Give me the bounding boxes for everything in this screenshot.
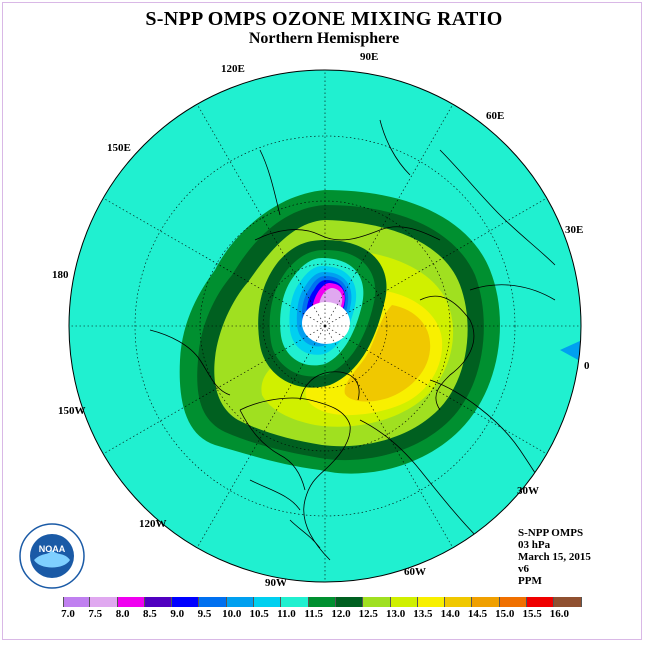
colorbar-tick-label: 16.0 — [549, 608, 570, 620]
lon-label-120w: 120W — [139, 518, 167, 530]
info-block: S-NPP OMPS 03 hPa March 15, 2015 v6 PPM — [518, 527, 591, 587]
lon-label-180: 180 — [52, 269, 69, 281]
info-level: 03 hPa — [518, 539, 551, 551]
info-version: v6 — [518, 563, 529, 575]
colorbar-tick-label: 12.5 — [358, 608, 378, 620]
colorbar-tick-label: 10.5 — [249, 608, 269, 620]
colorbar-tick-label: 7.5 — [88, 608, 103, 620]
lon-label-30e: 30E — [565, 224, 584, 236]
info-units: PPM — [518, 575, 542, 587]
info-product: S-NPP OMPS — [518, 527, 584, 539]
colorbar-swatch — [172, 597, 200, 607]
lon-label-60e: 60E — [486, 110, 505, 122]
colorbar-swatch — [308, 597, 336, 607]
lon-label-150w: 150W — [58, 405, 86, 417]
map-boundary — [68, 69, 582, 583]
colorbar-swatch — [63, 597, 91, 607]
colorbar-swatch — [390, 597, 418, 607]
colorbar-swatch — [90, 597, 118, 607]
colorbar-tick-label: 11.5 — [304, 608, 324, 620]
colorbar-swatch — [417, 597, 446, 607]
colorbar-tick-label: 14.5 — [467, 608, 488, 620]
noaa-logo-bird — [34, 550, 70, 568]
colorbar-swatch — [226, 597, 255, 607]
colorbar-tick-label: 10.0 — [222, 608, 242, 620]
colorbar-swatch — [499, 597, 528, 607]
colorbar-tick-label: 9.0 — [170, 608, 185, 620]
lon-label-0: 0 — [584, 360, 590, 372]
colorbar-swatch — [199, 597, 227, 607]
no-data-region — [302, 302, 350, 344]
colorbar-swatch — [254, 597, 282, 607]
colorbar-swatch — [554, 597, 582, 607]
edge-patch — [560, 340, 581, 362]
noaa-logo-text: NOAA — [39, 544, 66, 554]
colorbar-swatch — [527, 597, 555, 607]
colorbar-swatch — [363, 597, 391, 607]
colorbar-swatch — [144, 597, 173, 607]
colorbar-swatch — [472, 597, 500, 607]
colorbar-tick-label: 13.5 — [413, 608, 433, 620]
colorbar-ticks: 7.0 7.5 8.0 8.5 9.0 9.5 10.0 10.5 11.0 11.5 12.0 12… — [0, 608, 648, 622]
ozone-contour-14.0 — [344, 305, 431, 402]
info-date: March 15, 2015 — [518, 551, 591, 563]
colorbar-tick-label: 13.0 — [385, 608, 406, 620]
coastlines — [149, 119, 571, 561]
colorbar-swatch — [445, 597, 473, 607]
lon-label-60w: 60W — [404, 566, 426, 578]
graticule — [69, 70, 581, 582]
image-frame — [2, 2, 642, 640]
colorbar-tick-label: 15.0 — [495, 608, 515, 620]
lon-label-120e: 120E — [221, 63, 245, 75]
colorbar-tick-label: 11.0 — [277, 608, 296, 620]
colorbar-swatch — [117, 597, 145, 607]
colorbar-tick-label: 8.5 — [143, 608, 157, 620]
map-title: S-NPP OMPS OZONE MIXING RATIO — [145, 8, 503, 30]
lon-label-30w: 30W — [517, 485, 539, 497]
colorbar-tick-label: 9.5 — [197, 608, 212, 620]
ozone-field — [69, 70, 581, 582]
colorbar-tick-label: 8.0 — [115, 608, 130, 620]
colorbar-swatch — [281, 597, 309, 607]
colorbar-tick-label: 15.5 — [522, 608, 542, 620]
colorbar-tick-label: 14.0 — [440, 608, 460, 620]
colorbar — [63, 597, 582, 607]
lon-label-150e: 150E — [107, 142, 131, 154]
colorbar-tick-label: 7.0 — [61, 608, 75, 620]
colorbar-tick-label: 12.0 — [331, 608, 351, 620]
lon-label-90e: 90E — [360, 51, 379, 63]
colorbar-swatch — [335, 597, 364, 607]
map-subtitle: Northern Hemisphere — [248, 30, 400, 47]
noaa-logo: NOAA — [19, 523, 85, 589]
lon-label-90w: 90W — [265, 577, 287, 589]
